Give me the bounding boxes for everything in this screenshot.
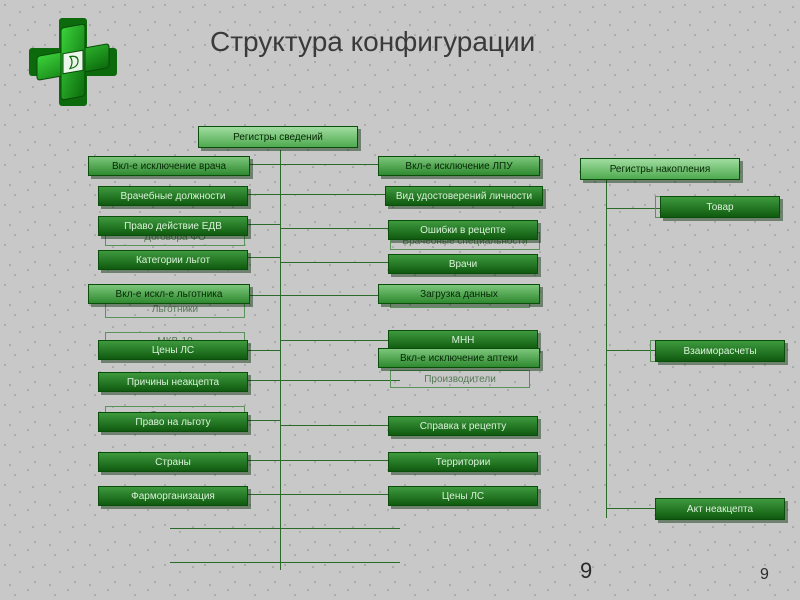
- diagram-box: Товар: [660, 196, 780, 218]
- page-number-large: 9: [580, 558, 592, 584]
- diagram-box: Вкл-е искл-е льготника: [88, 284, 250, 304]
- diagram-box: Цены ЛС: [388, 486, 538, 506]
- connector-line: [280, 228, 400, 229]
- diagram-box: Загрузка данных: [378, 284, 540, 304]
- diagram-box: Взаиморасчеты: [655, 340, 785, 362]
- diagram-box: Причины неакцепта: [98, 372, 248, 392]
- connector-line: [280, 150, 281, 570]
- diagram-box: МНН: [388, 330, 538, 350]
- connector-line: [280, 340, 400, 341]
- diagram-box: Страны: [98, 452, 248, 472]
- connector-line: [280, 425, 400, 426]
- diagram-box: Цены ЛС: [98, 340, 248, 360]
- diagram-box: Вкл-е исключение врача: [88, 156, 250, 176]
- diagram-box: Вкл-е исключение ЛПУ: [378, 156, 540, 176]
- diagram-box: Категории льгот: [98, 250, 248, 270]
- connector-line: [280, 562, 400, 563]
- connector-line: [606, 178, 607, 518]
- diagram-box: Право на льготу: [98, 412, 248, 432]
- diagram-box: Вкл-е исключение аптеки: [378, 348, 540, 368]
- connector-line: [280, 494, 400, 495]
- diagram-box: Вид удостоверений личности: [385, 186, 543, 206]
- connector-line: [280, 528, 400, 529]
- page-title: Структура конфигурации: [210, 26, 535, 58]
- diagram-box: Регистры сведений: [198, 126, 358, 148]
- diagram-box: Фарморганизация: [98, 486, 248, 506]
- diagram-box: Регистры накопления: [580, 158, 740, 180]
- diagram-box: Территории: [388, 452, 538, 472]
- connector-line: [280, 262, 400, 263]
- connector-line: [170, 562, 280, 563]
- ghost-box: Производители: [390, 370, 530, 388]
- diagram-box: Врачебные должности: [98, 186, 248, 206]
- diagram-box: Врачи: [388, 254, 538, 274]
- connector-line: [280, 460, 400, 461]
- connector-line: [280, 194, 400, 195]
- diagram-box: Право действие ЕДВ: [98, 216, 248, 236]
- diagram-box: Справка к рецепту: [388, 416, 538, 436]
- connector-line: [170, 528, 280, 529]
- page-number-small: 9: [760, 566, 769, 584]
- diagram-box: Ошибки в рецепте: [388, 220, 538, 240]
- pharmacy-logo-icon: [18, 12, 138, 112]
- diagram-box: Акт неакцепта: [655, 498, 785, 520]
- connector-line: [280, 380, 400, 381]
